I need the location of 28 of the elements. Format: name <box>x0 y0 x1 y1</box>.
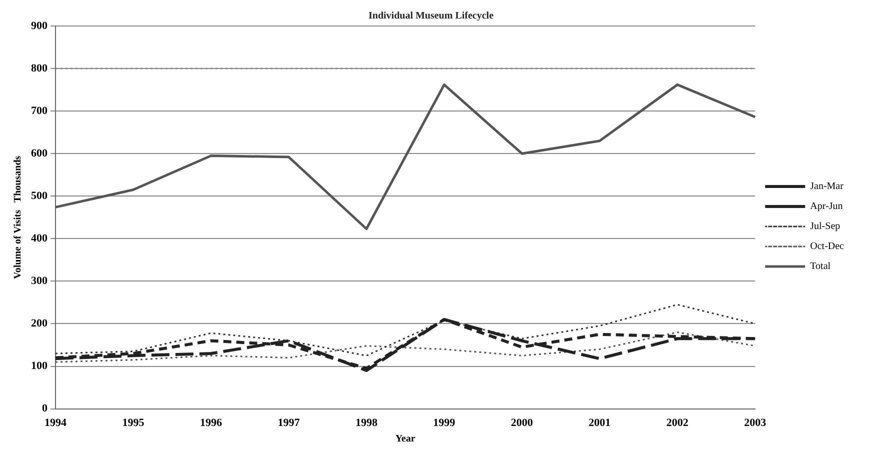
x-tick-label: 1996 <box>200 417 222 430</box>
x-tick-label: 1997 <box>278 417 300 430</box>
x-tick-label: 1999 <box>433 417 456 430</box>
legend-label: Jan-Mar <box>810 181 844 192</box>
x-tick-label: 1994 <box>44 417 67 430</box>
x-axis-title: Year <box>395 434 416 445</box>
x-tick-label: 2002 <box>666 417 689 430</box>
y-tick-label: 500 <box>31 190 48 202</box>
legend-label: Oct-Dec <box>810 241 845 252</box>
y-tick-label: 300 <box>31 275 48 288</box>
chart-title: Individual Museum Lifecycle <box>368 10 494 22</box>
y-axis-title: Volume of Visits Thousands <box>12 156 24 279</box>
legend-label: Total <box>810 261 831 272</box>
y-tick-label: 200 <box>31 318 48 330</box>
x-tick-label: 2001 <box>588 417 611 430</box>
x-tick-label: 2003 <box>744 417 767 430</box>
y-tick-label: 800 <box>31 62 48 74</box>
x-tick-label: 2000 <box>510 417 534 430</box>
y-tick-label: 900 <box>31 20 48 32</box>
y-tick-label: 100 <box>31 360 48 372</box>
y-tick-label: 700 <box>31 104 48 117</box>
y-tick-label: 0 <box>42 402 48 415</box>
y-tick-label: 400 <box>31 232 48 245</box>
y-tick-label: 600 <box>31 147 48 160</box>
legend-label: Apr-Jun <box>810 201 843 212</box>
x-tick-label: 1995 <box>122 417 145 430</box>
legend-label: Jul-Sep <box>810 221 840 232</box>
x-tick-label: 1998 <box>355 417 378 430</box>
